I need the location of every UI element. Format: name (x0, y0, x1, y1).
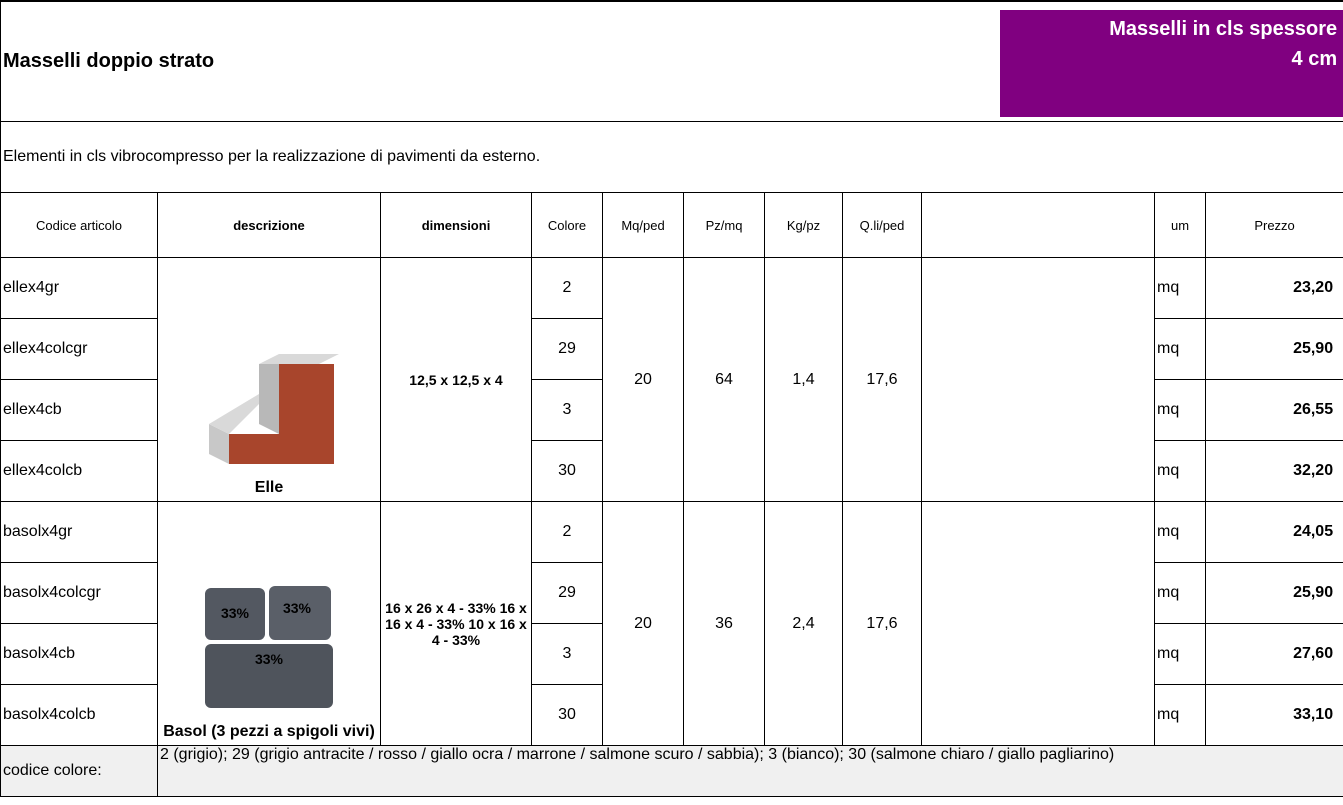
price: 23,20 (1204, 257, 1343, 319)
code: basolx4colcgr (0, 562, 158, 624)
column-header: Kg/pz (764, 192, 843, 258)
basol-image: 33% 33% 33% (205, 586, 333, 708)
mq-ped: 20 (602, 501, 684, 746)
table-row: basolx4gr 33% 33% 33% Basol (3 pezzi a s… (0, 501, 1343, 746)
colore: 2 (531, 257, 603, 319)
badge: Masselli in cls spessore 4 cm (1000, 10, 1343, 117)
intro-row: Elementi in cls vibrocompresso per la re… (0, 121, 1343, 193)
product-cell: 33% 33% 33% Basol (3 pezzi a spigoli viv… (157, 501, 381, 746)
pz-mq: 36 (683, 501, 765, 746)
price: 24,05 (1204, 501, 1343, 563)
um: mq (1154, 318, 1206, 380)
intro: Elementi in cls vibrocompresso per la re… (0, 121, 1343, 193)
colore: 2 (531, 501, 603, 563)
column-header-row: Codice articolo descrizione dimensioni C… (0, 192, 1343, 258)
table-row: basolx4colcgr 29 mq 25,90 (0, 562, 1343, 624)
code: ellex4cb (0, 379, 158, 441)
code: basolx4colcb (0, 684, 158, 746)
colore: 29 (531, 562, 603, 624)
um: mq (1154, 623, 1206, 685)
table-row: basolx4cb 3 mq 27,60 (0, 623, 1343, 685)
brick-face (229, 364, 334, 464)
code: ellex4gr (0, 257, 158, 319)
um: mq (1154, 379, 1206, 441)
kg-pz: 2,4 (764, 501, 843, 746)
colore: 29 (531, 318, 603, 380)
blank (921, 257, 1155, 502)
kg-pz: 1,4 (764, 257, 843, 502)
dimensions: 16 x 26 x 4 - 33% 16 x 16 x 4 - 33% 10 x… (380, 501, 532, 746)
colore: 30 (531, 684, 603, 746)
colore: 3 (531, 379, 603, 441)
price: 27,60 (1204, 623, 1343, 685)
title: Masselli doppio strato (3, 50, 215, 72)
stone-label: 33% (255, 651, 284, 667)
code: basolx4cb (0, 623, 158, 685)
product-image (160, 324, 378, 479)
stone-label: 33% (283, 600, 312, 616)
header-row: Masselli doppio strato Masselli in cls s… (0, 0, 1343, 122)
product-cell: Elle (157, 257, 381, 502)
column-header: Q.li/ped (842, 192, 922, 258)
stone-label: 33% (221, 605, 250, 621)
price: 32,20 (1204, 440, 1343, 502)
column-header: Pz/mq (683, 192, 765, 258)
footer-text: 2 (grigio); 29 (grigio antracite / rosso… (156, 745, 1343, 797)
column-header: Mq/ped (602, 192, 684, 258)
code: ellex4colcgr (0, 318, 158, 380)
table-row: ellex4colcgr 29 mq 25,90 (0, 318, 1343, 380)
um: mq (1154, 684, 1206, 746)
colore: 3 (531, 623, 603, 685)
footer-label: codice colore: (0, 745, 158, 797)
price: 33,10 (1204, 684, 1343, 746)
table-row: basolx4colcb 30 mq 33,10 (0, 684, 1343, 746)
badge-line: Masselli in cls spessore (1109, 18, 1338, 40)
column-header: Prezzo (1204, 192, 1343, 258)
stone (205, 588, 265, 640)
stone (205, 644, 333, 708)
um: mq (1154, 257, 1206, 319)
blank-header (921, 192, 1155, 258)
badge-line: 4 cm (1291, 48, 1338, 70)
elle-image (209, 354, 339, 464)
product-name: Basol (3 pezzi a spigoli vivi) (163, 723, 375, 740)
header-cell: Masselli doppio strato Masselli in cls s… (0, 0, 1343, 122)
brick-side (259, 364, 279, 434)
table-row: ellex4gr Elle 12,5 x 12,5 x 4 2 20 64 1,4 17,6… (0, 257, 1343, 502)
um: mq (1154, 562, 1206, 624)
product-name: Elle (254, 479, 284, 496)
column-header: um (1154, 192, 1206, 258)
um: mq (1154, 440, 1206, 502)
mq-ped: 20 (602, 257, 684, 502)
code: ellex4colcb (0, 440, 158, 502)
column-header: Colore (531, 192, 603, 258)
blank (921, 501, 1155, 746)
code: basolx4gr (0, 501, 158, 563)
dimensions: 12,5 x 12,5 x 4 (380, 257, 532, 502)
colore: 30 (531, 440, 603, 502)
price: 26,55 (1204, 379, 1343, 441)
column-header: dimensioni (380, 192, 532, 258)
column-header: Codice articolo (0, 192, 158, 258)
pz-mq: 64 (683, 257, 765, 502)
brick-top (209, 354, 339, 434)
stone (269, 586, 331, 640)
q-ped: 17,6 (842, 501, 922, 746)
footer-row: codice colore: 2 (grigio); 29 (grigio an… (0, 745, 1343, 797)
brick-side (209, 424, 229, 464)
product-image: 33% 33% 33% (160, 568, 378, 723)
table-row: ellex4colcb 30 mq 32,20 (0, 440, 1343, 502)
q-ped: 17,6 (842, 257, 922, 502)
price: 25,90 (1204, 562, 1343, 624)
um: mq (1154, 501, 1206, 563)
price: 25,90 (1204, 318, 1343, 380)
column-header: descrizione (157, 192, 381, 258)
